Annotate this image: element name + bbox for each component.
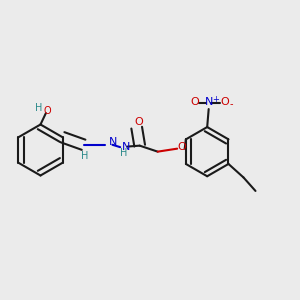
Text: O: O (43, 106, 51, 116)
Text: -: - (230, 100, 233, 110)
Text: H: H (35, 103, 43, 113)
Text: N: N (205, 97, 213, 106)
Text: N: N (109, 137, 117, 147)
Text: +: + (212, 95, 219, 104)
Text: H: H (81, 151, 89, 161)
Text: O: O (177, 142, 186, 152)
Text: N: N (122, 142, 130, 152)
Text: O: O (221, 98, 230, 107)
Text: O: O (135, 117, 143, 127)
Text: O: O (190, 98, 199, 107)
Text: H: H (120, 148, 128, 158)
